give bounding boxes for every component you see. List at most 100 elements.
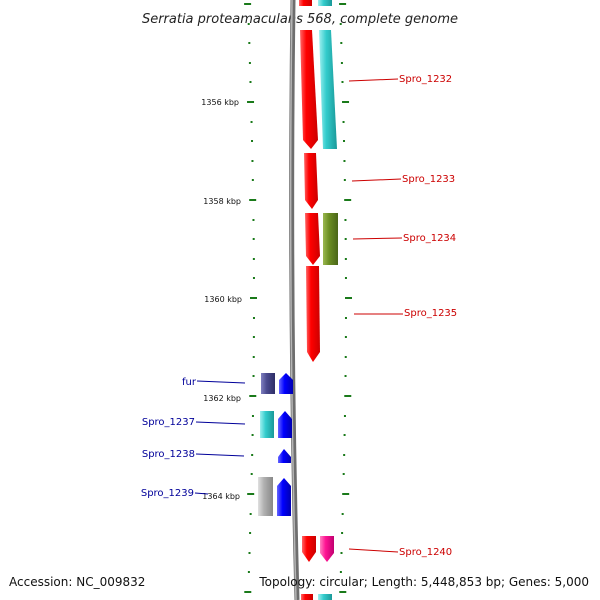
gene-label-spro-1232[interactable]: Spro_1232 — [399, 74, 452, 85]
tick-mark — [344, 199, 352, 201]
gene-arrow-spro-1234[interactable] — [305, 213, 320, 265]
label-leader-line — [196, 380, 246, 384]
tick-mark — [344, 219, 347, 221]
tick-mark — [249, 81, 252, 83]
tick-mark — [340, 62, 343, 64]
kbp-scale: 1356 kbp 1358 kbp 1360 kbp 1362 kbp 1364… — [201, 98, 242, 501]
tick-mark — [251, 160, 254, 162]
reverse-gene-labels: fur Spro_1237 Spro_1238 Spro_1239 — [141, 377, 246, 499]
tick-mark — [251, 179, 254, 181]
tick-mark — [340, 42, 343, 44]
tick-mark — [339, 23, 342, 25]
tick-mark — [339, 571, 342, 573]
gene-label-spro-1233[interactable]: Spro_1233 — [402, 174, 455, 185]
tick-mark — [252, 356, 255, 358]
kbp-label: 1358 kbp — [203, 197, 241, 206]
tick-mark — [343, 179, 346, 181]
gene-label-spro-1239[interactable]: Spro_1239 — [141, 488, 194, 499]
tick-mark — [342, 121, 345, 123]
kbp-label: 1356 kbp — [201, 98, 239, 107]
tick-mark — [249, 513, 252, 515]
tick-mark — [341, 532, 344, 534]
tick-mark — [344, 238, 347, 240]
tick-mark — [343, 160, 346, 162]
tick-mark — [250, 121, 253, 123]
gene-companion-spro-1234[interactable] — [323, 213, 338, 265]
tick-marks-right — [339, 3, 352, 593]
tick-mark — [252, 258, 255, 260]
label-leader-line — [195, 421, 246, 425]
gene-companion-fragment[interactable] — [318, 0, 332, 6]
tick-marks-left — [244, 3, 257, 593]
gene-label-spro-1237[interactable]: Spro_1237 — [142, 417, 195, 428]
tick-mark — [343, 140, 346, 142]
gene-label-spro-1235[interactable]: Spro_1235 — [404, 308, 457, 319]
tick-mark — [247, 101, 255, 103]
tick-mark — [247, 23, 250, 25]
label-leader-line — [351, 178, 402, 182]
label-leader-line — [195, 453, 245, 457]
gene-label-spro-1238[interactable]: Spro_1238 — [142, 449, 195, 460]
gene-companion-spro-1239[interactable] — [258, 477, 273, 516]
accession-text: Accession: NC_009832 — [9, 575, 145, 589]
tick-mark — [344, 375, 347, 377]
kbp-label: 1360 kbp — [204, 295, 242, 304]
tick-mark — [344, 297, 352, 299]
label-leader-line — [348, 78, 399, 82]
tick-mark — [343, 434, 346, 436]
gene-companion-fur[interactable] — [261, 373, 275, 394]
tick-mark — [344, 356, 347, 358]
tick-mark — [344, 277, 347, 279]
gene-label-spro-1240[interactable]: Spro_1240 — [399, 547, 452, 558]
reverse-strand-features — [258, 373, 293, 516]
tick-mark — [244, 3, 252, 5]
tick-mark — [247, 571, 250, 573]
gene-label-spro-1234[interactable]: Spro_1234 — [403, 233, 456, 244]
tick-mark — [249, 532, 252, 534]
tick-mark — [344, 317, 347, 319]
gene-arrow-spro-1238[interactable] — [278, 449, 291, 463]
tick-mark — [251, 415, 254, 417]
genome-summary-text: Topology: circular; Length: 5,448,853 bp… — [258, 575, 589, 589]
tick-mark — [343, 454, 346, 456]
tick-mark — [251, 454, 254, 456]
gene-arrow-spro-1239[interactable] — [277, 478, 291, 516]
gene-companion-spro-1232[interactable] — [319, 30, 337, 149]
gene-arrow-spro-1233[interactable] — [304, 153, 318, 209]
tick-mark — [250, 473, 253, 475]
gene-companion-spro-1237[interactable] — [260, 411, 274, 438]
gene-arrow-spro-1237[interactable] — [278, 411, 292, 438]
tick-mark — [342, 493, 350, 495]
gene-arrow-fragment[interactable] — [299, 0, 312, 6]
tick-mark — [249, 395, 257, 397]
gene-arrow-spro-1232[interactable] — [300, 30, 318, 149]
genome-backbone-highlight — [289, 0, 297, 600]
tick-mark — [340, 552, 343, 554]
tick-mark — [342, 101, 350, 103]
gene-label-fur[interactable]: fur — [182, 377, 197, 388]
map-title: Serratia proteamaculans 568, complete ge… — [142, 12, 458, 27]
tick-mark — [339, 3, 347, 5]
tick-mark — [341, 513, 344, 515]
gene-arrow-fur[interactable] — [279, 373, 293, 394]
forward-gene-labels: Spro_1232 Spro_1233 Spro_1234 Spro_1235 … — [348, 74, 457, 558]
tick-mark — [248, 42, 251, 44]
gene-arrow-spro-1240[interactable] — [302, 536, 316, 562]
tick-mark — [249, 199, 257, 201]
tick-mark — [252, 375, 255, 377]
genome-backbone — [289, 0, 300, 600]
gene-arrow-fragment[interactable] — [301, 594, 313, 600]
kbp-label: 1362 kbp — [203, 394, 241, 403]
tick-mark — [342, 473, 345, 475]
tick-mark — [341, 81, 344, 83]
gene-arrow-spro-1235[interactable] — [306, 266, 320, 362]
tick-mark — [248, 552, 251, 554]
tick-mark — [252, 277, 255, 279]
tick-mark — [248, 62, 251, 64]
gene-companion-spro-1240[interactable] — [320, 536, 334, 562]
tick-mark — [339, 591, 347, 593]
tick-mark — [252, 317, 255, 319]
tick-mark — [344, 336, 347, 338]
gene-companion-fragment[interactable] — [318, 594, 332, 600]
